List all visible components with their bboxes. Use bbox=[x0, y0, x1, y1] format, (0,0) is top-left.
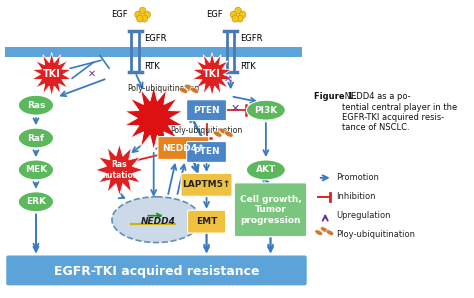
Text: EGFR-TKI acquired resistance: EGFR-TKI acquired resistance bbox=[54, 265, 259, 278]
Ellipse shape bbox=[225, 131, 233, 137]
Circle shape bbox=[230, 11, 237, 18]
Ellipse shape bbox=[213, 131, 222, 137]
Text: PTEN: PTEN bbox=[193, 106, 220, 115]
Text: RTK: RTK bbox=[145, 62, 160, 71]
FancyBboxPatch shape bbox=[234, 183, 307, 237]
Text: Cell growth,
Tumor
progression: Cell growth, Tumor progression bbox=[240, 195, 301, 225]
Ellipse shape bbox=[190, 87, 199, 93]
FancyBboxPatch shape bbox=[187, 142, 227, 162]
Text: LAPTM5↑: LAPTM5↑ bbox=[182, 180, 231, 189]
Polygon shape bbox=[192, 52, 232, 96]
Circle shape bbox=[239, 11, 246, 18]
Ellipse shape bbox=[112, 197, 201, 243]
Text: ERK: ERK bbox=[26, 197, 46, 206]
Text: Promotion: Promotion bbox=[337, 173, 379, 182]
Text: TKI: TKI bbox=[203, 69, 221, 79]
FancyBboxPatch shape bbox=[6, 255, 307, 285]
Circle shape bbox=[139, 7, 146, 14]
Ellipse shape bbox=[18, 192, 54, 212]
Ellipse shape bbox=[18, 128, 54, 148]
FancyBboxPatch shape bbox=[158, 136, 209, 159]
Ellipse shape bbox=[246, 160, 285, 180]
Text: PTEN: PTEN bbox=[193, 148, 220, 156]
Text: ✕: ✕ bbox=[230, 104, 240, 114]
Text: EGFR: EGFR bbox=[145, 34, 167, 43]
Text: Ras: Ras bbox=[27, 101, 45, 110]
Text: NEDD4 as a po-
tential central player in the
EGFR-TKI acquired resis-
tance of N: NEDD4 as a po- tential central player in… bbox=[342, 92, 457, 133]
Circle shape bbox=[235, 7, 241, 14]
Ellipse shape bbox=[179, 87, 188, 93]
Circle shape bbox=[135, 11, 141, 18]
Ellipse shape bbox=[320, 227, 328, 232]
Ellipse shape bbox=[246, 100, 285, 120]
Text: EMT: EMT bbox=[196, 217, 217, 226]
Circle shape bbox=[137, 15, 143, 22]
Text: MEK: MEK bbox=[25, 165, 47, 174]
Polygon shape bbox=[95, 144, 144, 196]
Text: Upregulation: Upregulation bbox=[337, 211, 391, 220]
Ellipse shape bbox=[184, 84, 193, 90]
FancyBboxPatch shape bbox=[188, 210, 226, 233]
Text: RTK: RTK bbox=[240, 62, 255, 71]
Polygon shape bbox=[32, 52, 72, 96]
Text: EGFR: EGFR bbox=[240, 34, 263, 43]
Text: Ras
mutation: Ras mutation bbox=[100, 160, 139, 180]
Text: Figure 1.: Figure 1. bbox=[314, 92, 357, 101]
Circle shape bbox=[141, 15, 148, 22]
Ellipse shape bbox=[326, 230, 334, 235]
Text: EGF: EGF bbox=[207, 10, 223, 19]
Text: Inhibition: Inhibition bbox=[337, 192, 376, 201]
Ellipse shape bbox=[219, 128, 228, 134]
FancyBboxPatch shape bbox=[5, 47, 302, 58]
FancyBboxPatch shape bbox=[181, 173, 232, 196]
Text: TKI: TKI bbox=[43, 69, 61, 79]
Circle shape bbox=[237, 15, 243, 22]
Text: NEDD4: NEDD4 bbox=[141, 217, 176, 226]
Circle shape bbox=[232, 15, 238, 22]
Text: EGF: EGF bbox=[111, 10, 128, 19]
Text: Ploy-ubiquitination: Ploy-ubiquitination bbox=[337, 230, 415, 239]
Ellipse shape bbox=[18, 160, 54, 180]
Text: ✕: ✕ bbox=[88, 68, 96, 78]
FancyBboxPatch shape bbox=[187, 100, 227, 121]
Ellipse shape bbox=[315, 230, 323, 235]
Text: Raf: Raf bbox=[27, 134, 45, 142]
Text: NEDD4↑: NEDD4↑ bbox=[162, 144, 205, 153]
Circle shape bbox=[144, 11, 150, 18]
Polygon shape bbox=[125, 86, 182, 150]
Text: Poly-ubiquitination: Poly-ubiquitination bbox=[171, 126, 243, 135]
Ellipse shape bbox=[18, 95, 54, 115]
Text: PI3K: PI3K bbox=[254, 106, 277, 115]
Text: AKT: AKT bbox=[256, 165, 276, 174]
Text: Poly-ubiquitination: Poly-ubiquitination bbox=[127, 84, 199, 93]
Text: ✕: ✕ bbox=[224, 73, 232, 83]
